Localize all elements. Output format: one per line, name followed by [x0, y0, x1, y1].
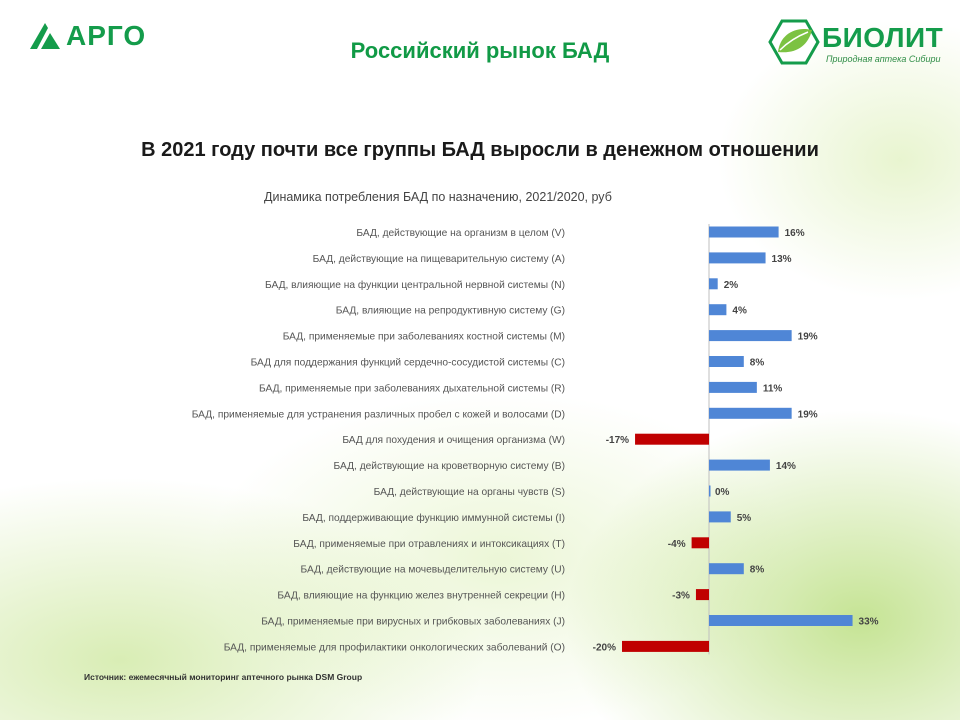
data-label: -17% [606, 435, 629, 446]
data-label: 16% [785, 228, 805, 239]
main-heading: В 2021 году почти все группы БАД выросли… [141, 139, 819, 161]
data-label: 19% [798, 409, 818, 420]
bar [709, 485, 711, 497]
data-label: -4% [668, 539, 686, 550]
chart-title: Динамика потребления БАД по назначению, … [264, 190, 612, 204]
data-label: -3% [672, 591, 690, 602]
data-label: 0% [715, 487, 730, 498]
bar [709, 252, 766, 264]
bar [709, 278, 718, 290]
page-title: Российский рынок БАД [350, 38, 610, 63]
argo-logo: АРГО [28, 20, 146, 52]
source-note: Источник: ежемесячный мониторинг аптечно… [84, 672, 363, 682]
bar [709, 381, 757, 393]
data-label: -20% [593, 642, 616, 653]
bar [709, 459, 770, 471]
data-label: 5% [737, 513, 752, 524]
category-label: БАД для поддержания функций сердечно-сос… [251, 357, 565, 369]
category-label: БАД, применяемые при вирусных и грибковы… [261, 616, 565, 628]
data-label: 11% [763, 383, 783, 394]
data-label: 2% [724, 280, 739, 291]
category-label: БАД для похудения и очищения организма (… [342, 435, 565, 446]
bar [709, 226, 779, 238]
category-label: БАД, влияющие на репродуктивную систему … [336, 306, 565, 317]
data-label: 4% [732, 306, 747, 317]
category-label: БАД, применяемые при заболеваниях дыхате… [259, 382, 565, 394]
biolit-logo-name: БИОЛИТ [822, 22, 944, 53]
category-label: БАД, действующие на мочевыделительную си… [301, 565, 566, 576]
biolit-logo: БИОЛИТ Природная аптека Сибири [768, 18, 948, 68]
data-label: 33% [859, 617, 879, 628]
bar [709, 356, 744, 367]
bar [709, 511, 731, 523]
biolit-logo-tagline: Природная аптека Сибири [826, 54, 941, 64]
category-label: БАД, действующие на пищеварительную сист… [313, 254, 565, 265]
category-label: БАД, применяемые для устранения различны… [192, 408, 565, 420]
data-label: 13% [772, 254, 792, 265]
leaf-hexagon-icon [768, 19, 820, 65]
argo-triangle-icon [30, 23, 60, 49]
category-label: БАД, поддерживающие функцию иммунной сис… [302, 512, 565, 524]
bar [709, 407, 792, 419]
category-label: БАД, действующие на организм в целом (V) [356, 228, 565, 239]
bar [709, 615, 853, 626]
bar [695, 589, 709, 601]
category-label: БАД, влияющие на функцию желез внутренне… [277, 590, 565, 602]
bar [691, 537, 709, 549]
bar [709, 563, 744, 575]
category-label: БАД, действующие на органы чувств (S) [374, 487, 565, 498]
data-label: 8% [750, 358, 765, 369]
bar [622, 640, 709, 652]
data-label: 14% [776, 461, 796, 472]
bar [709, 330, 792, 342]
category-label: БАД, применяемые при заболеваниях костно… [283, 331, 565, 343]
data-label: 19% [798, 332, 818, 343]
category-label: БАД, влияющие на функции центральной нер… [265, 279, 565, 291]
bar [709, 304, 727, 316]
category-label: БАД, применяемые для профилактики онколо… [224, 641, 565, 653]
bar [635, 433, 709, 445]
category-label: БАД, применяемые при отравлениях и инток… [293, 539, 565, 550]
category-label: БАД, действующие на кроветворную систему… [334, 461, 565, 472]
data-label: 8% [750, 565, 765, 576]
argo-logo-text: АРГО [66, 20, 147, 51]
